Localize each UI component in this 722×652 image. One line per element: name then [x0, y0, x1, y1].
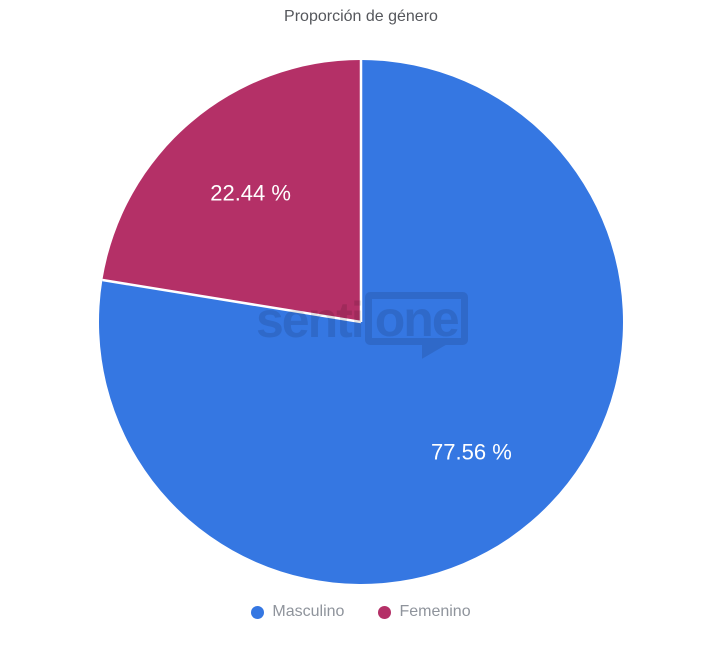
legend: Masculino Femenino: [0, 603, 722, 621]
slice-value-label-masculino: 77.56 %: [431, 440, 512, 465]
legend-item-femenino[interactable]: Femenino: [378, 603, 471, 621]
slice-separator: [102, 278, 362, 324]
legend-dot-icon: [251, 605, 265, 619]
legend-item-masculino[interactable]: Masculino: [251, 603, 344, 621]
pie-slice-femenino[interactable]: [102, 60, 361, 322]
legend-dot-icon: [378, 605, 392, 619]
chart-title: Proporción de género: [284, 8, 438, 25]
legend-label: Masculino: [272, 603, 345, 620]
slice-value-label-femenino: 22.44 %: [210, 180, 291, 205]
legend-label: Femenino: [399, 603, 471, 620]
